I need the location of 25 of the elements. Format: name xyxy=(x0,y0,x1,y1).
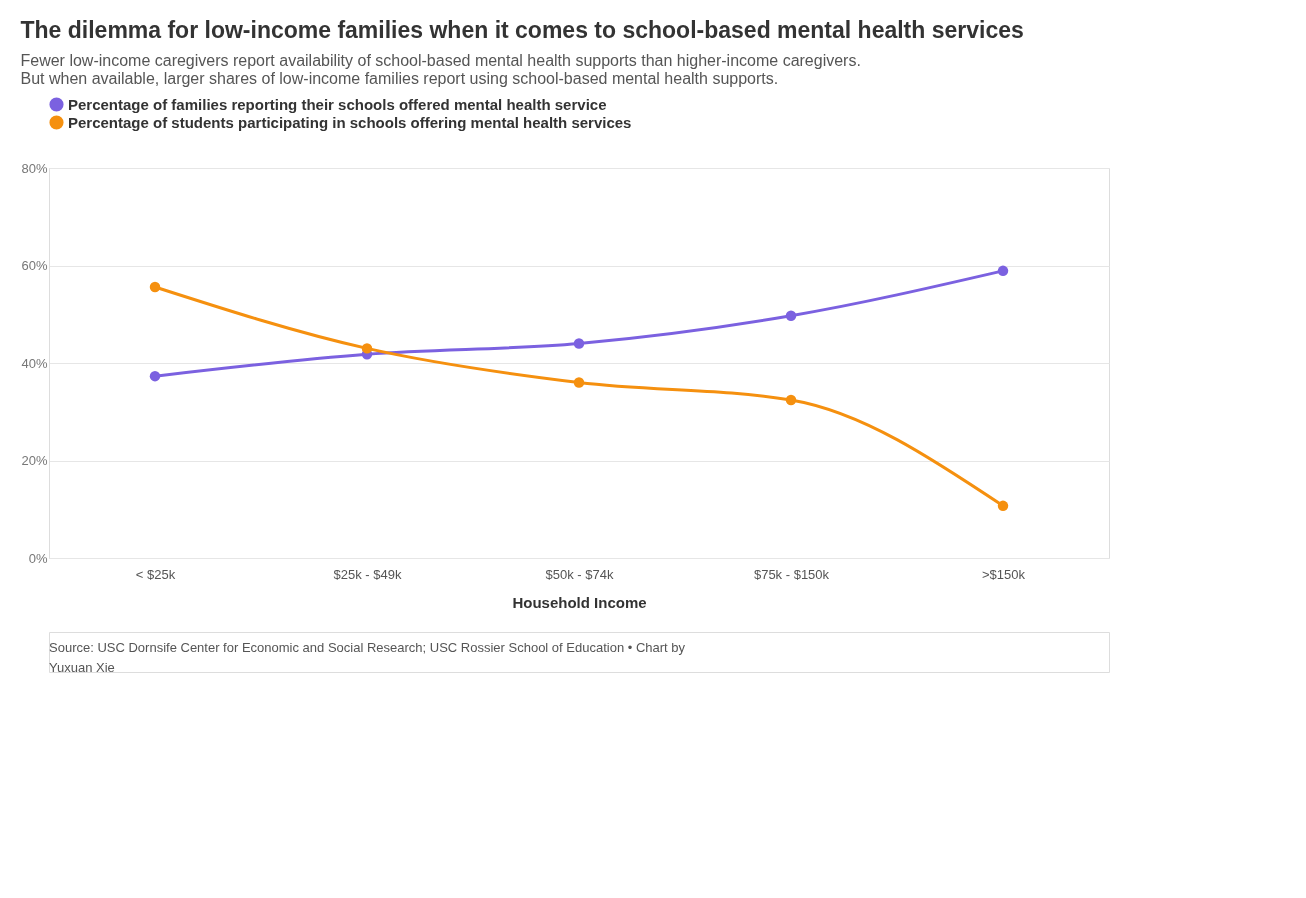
x-tick-label: >$150k xyxy=(981,566,1026,582)
x-tick-label: < $25k xyxy=(135,566,176,582)
y-tick-label: 40% xyxy=(21,355,48,371)
legend-label: Percentage of families reporting their schools offered mental health service xyxy=(68,95,607,113)
x-tick-label: $25k - $49k xyxy=(333,566,402,582)
point xyxy=(785,394,797,406)
chart-title: The dilemma for low-income families when it comes to school-based mental health services xyxy=(20,17,1024,43)
point xyxy=(361,343,373,354)
y-tick-label: 60% xyxy=(21,258,48,273)
point xyxy=(149,370,161,382)
y-tick-label: 80% xyxy=(21,160,48,176)
legend-label: Percentage of students participating in schools offering mental health services xyxy=(68,113,632,131)
source-note: Source: USC Dornsife Center for Economic and Social Research; USC Rossier School of Education • Chart by Yuxuan Xie xyxy=(49,640,686,675)
point xyxy=(785,310,797,321)
point xyxy=(997,265,1009,277)
y-tick-label: 0% xyxy=(28,550,48,566)
point xyxy=(149,281,161,293)
point xyxy=(573,338,585,349)
x-axis-title: Household Income xyxy=(512,593,647,611)
point xyxy=(573,377,585,388)
y-tick-label: 20% xyxy=(21,453,48,468)
x-tick-label: $50k - $74k xyxy=(545,566,614,582)
chart-subtitle: Fewer low-income caregivers report availability of school-based mental health supports than higher-income caregivers. But when available, larger shares of low-income families report using school-based mental health supports. xyxy=(20,52,861,87)
x-tick-label: $75k - $150k xyxy=(753,566,830,582)
point xyxy=(997,500,1009,512)
